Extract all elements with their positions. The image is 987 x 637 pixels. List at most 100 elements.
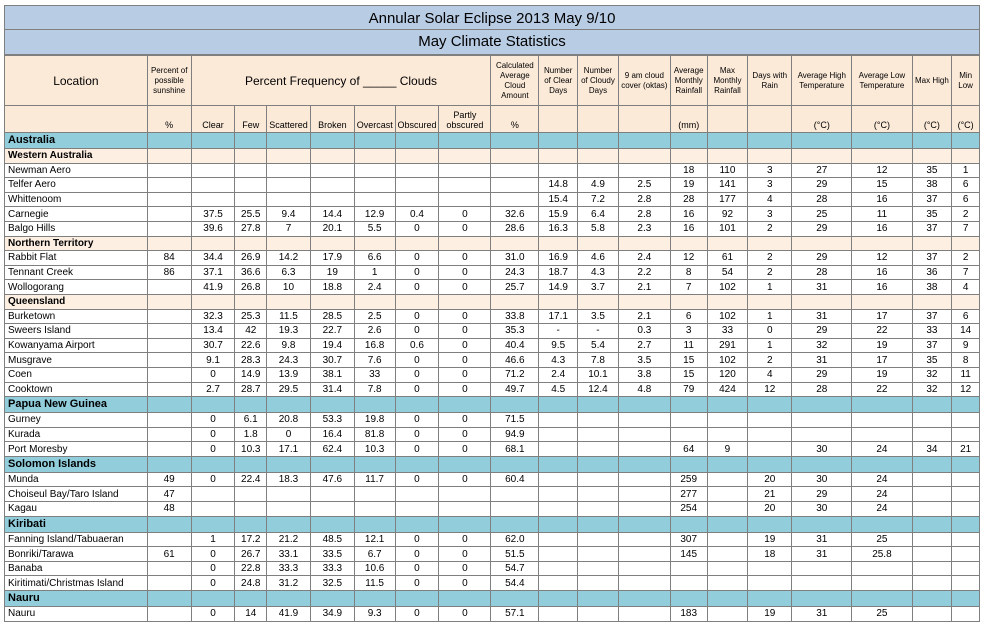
value-cell: 33.8 xyxy=(490,308,540,325)
table-row: Kowanyama Airport 30.7 22.6 9.8 19.4 16.8 0.6 0… xyxy=(4,337,980,354)
value-cell: 32 xyxy=(791,337,853,354)
value-cell: 12.9 xyxy=(353,206,396,222)
header-row: Location Percent of possible sunshine Pe… xyxy=(4,55,980,106)
value-cell: 4.5 xyxy=(538,381,579,398)
value-cell: 41.9 xyxy=(266,606,311,622)
value-cell xyxy=(353,486,396,503)
value-cell: 15.4 xyxy=(538,191,579,208)
empty-cell xyxy=(438,590,492,608)
value-cell xyxy=(617,575,671,592)
location-cell: Whittenoom xyxy=(4,191,148,208)
value-cell: 10.6 xyxy=(353,560,396,577)
country-row: Australia xyxy=(4,132,980,149)
empty-cell xyxy=(538,293,579,310)
value-cell: 38 xyxy=(911,177,953,193)
value-cell: 0 xyxy=(394,426,440,443)
value-cell: 7.6 xyxy=(353,352,396,368)
value-cell: 5.4 xyxy=(577,337,619,354)
empty-cell xyxy=(706,148,749,164)
header-avg-rainfall: Average Monthly Rainfall xyxy=(669,55,708,106)
value-cell: 1 xyxy=(747,337,793,354)
value-cell xyxy=(309,486,355,503)
value-cell xyxy=(851,575,913,592)
value-cell: 35 xyxy=(911,352,953,368)
empty-cell xyxy=(309,396,355,414)
value-cell xyxy=(747,560,793,577)
value-cell: 0 xyxy=(394,323,440,339)
empty-cell xyxy=(669,590,708,608)
value-cell: 18.7 xyxy=(538,264,579,281)
value-cell: 28 xyxy=(791,381,853,398)
value-cell: 183 xyxy=(669,606,708,622)
value-cell xyxy=(911,486,953,503)
location-cell: Sweers Island xyxy=(4,323,148,339)
value-cell: 84 xyxy=(146,250,192,266)
value-cell: 22 xyxy=(851,381,913,398)
value-cell: 7.8 xyxy=(577,352,619,368)
table-row: Tennant Creek 86 37.1 36.6 6.3 19 1 0 0 24.3 18.7 4… xyxy=(4,264,980,281)
empty-cell xyxy=(706,590,749,608)
value-cell: 19.4 xyxy=(309,337,355,354)
value-cell xyxy=(490,177,540,193)
value-cell: 47 xyxy=(146,486,192,503)
value-cell: 34.9 xyxy=(309,606,355,622)
empty-cell xyxy=(951,515,980,533)
empty-cell xyxy=(234,455,268,473)
value-cell: 71.5 xyxy=(490,412,540,428)
value-cell xyxy=(951,606,980,622)
value-cell: 19.3 xyxy=(266,323,311,339)
value-cell: 2.3 xyxy=(617,220,671,237)
value-cell: 10.1 xyxy=(577,366,619,383)
value-cell xyxy=(394,162,440,179)
empty-cell xyxy=(490,148,540,164)
value-cell: 3.8 xyxy=(617,366,671,383)
value-cell xyxy=(146,381,192,398)
value-cell: 19 xyxy=(747,531,793,548)
value-cell: 11.5 xyxy=(266,308,311,325)
empty-cell xyxy=(911,455,953,473)
value-cell xyxy=(146,323,192,339)
value-cell: 15 xyxy=(669,352,708,368)
value-cell: 10.3 xyxy=(353,441,396,457)
unit-cell: (°C) xyxy=(851,105,913,133)
value-cell: 37 xyxy=(911,220,953,237)
value-cell xyxy=(538,162,579,179)
unit-cell: Partly obscured xyxy=(438,105,492,133)
value-cell: 54 xyxy=(706,264,749,281)
value-cell: 41.9 xyxy=(190,279,236,295)
value-cell: 28.7 xyxy=(234,381,268,398)
value-cell: 4.9 xyxy=(577,177,619,193)
empty-cell xyxy=(911,235,953,252)
country-row: Nauru xyxy=(4,590,980,608)
value-cell xyxy=(146,606,192,622)
value-cell: 102 xyxy=(706,352,749,368)
value-cell xyxy=(146,337,192,354)
empty-cell xyxy=(353,235,396,252)
country-row: Papua New Guinea xyxy=(4,396,980,414)
value-cell: 6 xyxy=(951,308,980,325)
value-cell: 28.3 xyxy=(234,352,268,368)
value-cell: 30.7 xyxy=(190,337,236,354)
region-label: Western Australia xyxy=(4,148,148,164)
value-cell: 25 xyxy=(851,606,913,622)
value-cell xyxy=(706,501,749,517)
value-cell xyxy=(706,486,749,503)
value-cell: 64 xyxy=(669,441,708,457)
value-cell xyxy=(617,412,671,428)
value-cell xyxy=(706,471,749,488)
value-cell: 0 xyxy=(190,441,236,457)
value-cell: 16.8 xyxy=(353,337,396,354)
value-cell: 2 xyxy=(951,250,980,266)
empty-cell xyxy=(490,293,540,310)
value-cell: 30 xyxy=(791,441,853,457)
value-cell xyxy=(146,279,192,295)
units-row: % Clear Few Scattered Broken Overcast Obscured… xyxy=(4,105,980,133)
value-cell xyxy=(617,162,671,179)
value-cell: 14.9 xyxy=(538,279,579,295)
value-cell: 11 xyxy=(951,366,980,383)
empty-cell xyxy=(951,132,980,149)
value-cell: 79 xyxy=(669,381,708,398)
value-cell: 9.8 xyxy=(266,337,311,354)
value-cell: 0 xyxy=(394,264,440,281)
value-cell xyxy=(190,191,236,208)
